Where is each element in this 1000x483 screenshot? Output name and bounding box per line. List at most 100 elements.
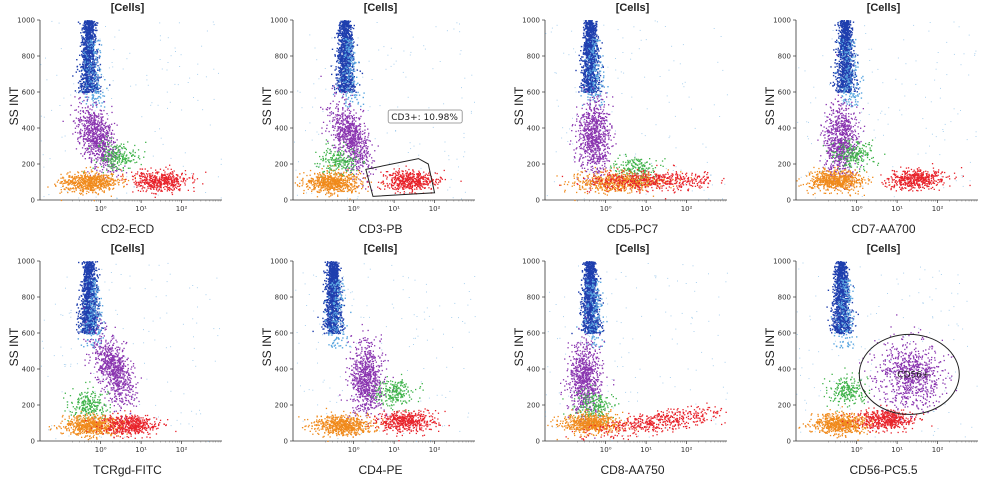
- x-tick-label: 10⁰: [95, 446, 107, 454]
- red-population: [559, 164, 725, 200]
- y-tick-label: 600: [778, 89, 791, 97]
- y-tick-label: 0: [787, 197, 791, 205]
- x-axis-label: CD5-PC7: [540, 222, 725, 236]
- purple-population: [569, 87, 617, 185]
- scatter-plot: 0 200 400 600 800 1000 10⁰ 10¹ 10²: [773, 17, 978, 213]
- y-tick-label: 800: [275, 53, 288, 61]
- x-tick-label: 10⁰: [95, 205, 107, 213]
- monocyte-population: [830, 279, 858, 349]
- scatter-panel-7: [Cells] SS INT CD8-AA750 0 200 400 600 800 1000 1…: [505, 241, 755, 483]
- panel-title: [Cells]: [791, 2, 976, 14]
- y-tick-label: 600: [778, 330, 791, 338]
- x-tick-label: 10²: [681, 205, 693, 213]
- x-tick-label: 10¹: [388, 205, 400, 213]
- red-population: [880, 163, 971, 192]
- panel-title: [Cells]: [288, 2, 473, 14]
- x-tick-label: 10⁰: [851, 205, 863, 213]
- monocyte-population: [576, 279, 608, 349]
- y-tick-label: 1000: [270, 258, 288, 266]
- panel-title: [Cells]: [35, 2, 220, 14]
- y-tick-label: 400: [22, 366, 35, 374]
- purple-population: [859, 314, 958, 424]
- panel-title: [Cells]: [791, 243, 976, 255]
- cd3-gate: [365, 158, 436, 197]
- y-tick-label: 200: [22, 402, 35, 410]
- y-tick-label: 600: [527, 330, 540, 338]
- background-events: [40, 20, 222, 201]
- green-population: [822, 138, 886, 173]
- green-population: [314, 139, 365, 182]
- y-tick-label: 800: [22, 53, 35, 61]
- panel-title: [Cells]: [540, 243, 725, 255]
- green-population: [368, 373, 424, 412]
- panel-title: [Cells]: [35, 243, 220, 255]
- scatter-panel-2: [Cells] SS INT CD3-PB 0 200 400 600 800 1000 10⁰ 1…: [253, 0, 503, 242]
- orange-population: [47, 166, 136, 202]
- y-tick-label: 200: [275, 402, 288, 410]
- scatter-panel-5: [Cells] SS INT TCRgd-FITC 0 200 400 600 800 1000…: [0, 241, 250, 483]
- y-tick-label: 200: [778, 402, 791, 410]
- y-tick-label: 200: [527, 402, 540, 410]
- y-tick-label: 1000: [270, 17, 288, 25]
- scatter-plot: 0 200 400 600 800 1000 10⁰ 10¹ 10²: [17, 17, 222, 213]
- scatter-plot: 0 200 400 600 800 1000 10⁰ 10¹ 10² CD3+: 10.98%: [270, 17, 475, 213]
- panel-title: [Cells]: [540, 2, 725, 14]
- purple-population: [320, 75, 379, 191]
- x-tick-label: 10²: [176, 205, 188, 213]
- orange-population: [294, 165, 384, 200]
- red-population: [841, 404, 933, 434]
- scatter-plot: 0 200 400 600 800 1000 10⁰ 10¹ 10²: [270, 258, 476, 454]
- y-tick-label: 1000: [17, 17, 35, 25]
- monocyte-population: [834, 38, 865, 108]
- y-tick-label: 200: [275, 161, 288, 169]
- x-axis-label: CD8-AA750: [540, 463, 725, 477]
- y-tick-label: 0: [536, 438, 540, 446]
- background-events: [295, 263, 476, 442]
- granulocyte-population: [330, 20, 364, 94]
- x-tick-label: 10⁰: [600, 446, 612, 454]
- y-tick-label: 200: [778, 161, 791, 169]
- scatter-plot: 0 200 400 600 800 1000 10⁰ 10¹ 10²: [17, 258, 222, 454]
- purple-population: [62, 93, 128, 181]
- y-tick-label: 400: [22, 125, 35, 133]
- green-population: [63, 381, 111, 427]
- scatter-panel-8: [Cells] SS INT CD56-PC5.5 0 200 400 600 800 1000…: [756, 241, 1000, 483]
- y-tick-label: 1000: [17, 258, 35, 266]
- scatter-panel-1: [Cells] SS INT CD2-ECD 0 200 400 600 800 1000 10⁰…: [0, 0, 250, 242]
- red-population: [366, 165, 462, 195]
- monocyte-population: [324, 279, 352, 349]
- background-events: [545, 20, 728, 200]
- y-tick-label: 200: [527, 161, 540, 169]
- panel-title: [Cells]: [288, 243, 473, 255]
- orange-population: [547, 409, 638, 441]
- y-tick-label: 800: [778, 294, 791, 302]
- purple-population: [83, 307, 142, 423]
- y-tick-label: 800: [275, 294, 288, 302]
- y-tick-label: 0: [787, 438, 791, 446]
- x-axis-label: TCRgd-FITC: [35, 463, 220, 477]
- y-tick-label: 1000: [522, 17, 540, 25]
- gate-label: CD3+: 10.98%: [391, 113, 458, 123]
- orange-population: [796, 166, 891, 197]
- x-tick-label: 10¹: [640, 446, 652, 454]
- scatter-panel-3: [Cells] SS INT CD5-PC7 0 200 400 600 800 1000 10⁰…: [505, 0, 755, 242]
- purple-population: [339, 323, 395, 436]
- background-events: [545, 263, 728, 442]
- y-tick-label: 200: [22, 161, 35, 169]
- background-events: [41, 262, 220, 442]
- x-axis-label: CD7-AA700: [791, 222, 976, 236]
- green-population: [562, 384, 620, 425]
- red-population: [120, 164, 207, 198]
- green-population: [822, 367, 871, 412]
- red-population: [85, 410, 177, 439]
- y-tick-label: 400: [275, 125, 288, 133]
- y-tick-label: 800: [527, 294, 540, 302]
- y-tick-label: 800: [22, 294, 35, 302]
- x-tick-label: 10¹: [640, 205, 652, 213]
- x-tick-label: 10⁰: [851, 446, 863, 454]
- scatter-plot: 0 200 400 600 800 1000 10⁰ 10¹ 10²: [522, 258, 728, 454]
- x-tick-label: 10²: [932, 446, 944, 454]
- y-tick-label: 0: [31, 438, 35, 446]
- monocyte-population: [80, 39, 108, 108]
